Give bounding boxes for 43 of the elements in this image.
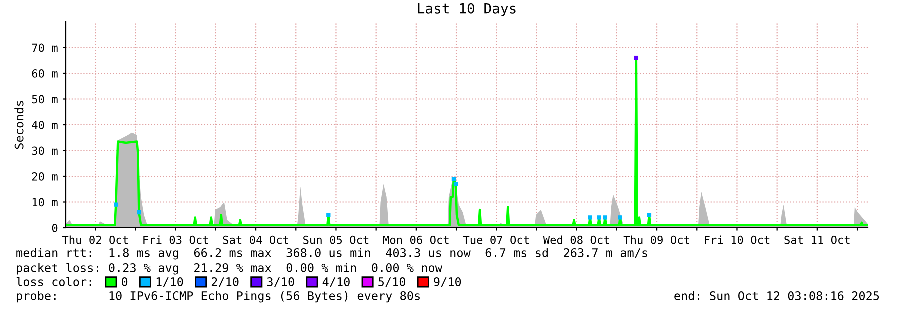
- text: median rtt: 1.8 ms avg 66.2 ms max 368.0 us min 403.3 us now 6.7 ms sd 263.7 m am/s: [16, 248, 648, 260]
- x-tick-label: Fri 03 Oct: [144, 236, 208, 244]
- x-tick-label: Fri 10 Oct: [705, 236, 770, 244]
- text: probe: 10 IPv6-ICMP Echo Pings (56 Bytes) every 80s: [17, 291, 420, 303]
- legend-label: 9/10: [434, 278, 462, 288]
- y-tick-label: 40 m: [32, 121, 58, 130]
- y-tick-label: 20 m: [32, 172, 58, 181]
- y-tick-label: 60 m: [32, 70, 58, 78]
- y-tick-label: 30 m: [32, 146, 58, 156]
- text: packet loss: 0.23 % avg 21.29 % max 0.00 % min 0.00 % now: [17, 263, 442, 275]
- legend-title: loss color:: [16, 277, 92, 286]
- y-tick-label: 0: [52, 224, 58, 232]
- point: [634, 56, 639, 60]
- x-tick-label: Sun 05 Oct: [304, 236, 369, 244]
- legend-label: 1/10: [156, 278, 184, 288]
- point: [114, 202, 118, 207]
- point: [603, 216, 608, 220]
- point: [452, 176, 456, 182]
- x-tick-label: Thu 02 Oct: [62, 236, 128, 244]
- x-tick-label: Tue 07 Oct: [463, 236, 529, 244]
- point: [137, 210, 142, 215]
- x-tick-label: Mon 06 Oct: [383, 236, 449, 244]
- y-tick-label: 10 m: [32, 198, 58, 207]
- legend-label: 3/10: [267, 278, 294, 288]
- point: [326, 213, 331, 218]
- point: [647, 213, 652, 218]
- legend-label: 5/10: [378, 278, 406, 288]
- y-tick-label: 70 m: [32, 44, 58, 52]
- y-axis-title: Seconds: [14, 101, 24, 150]
- legend-label: 2/10: [212, 278, 239, 288]
- legend-label: 4/10: [322, 278, 350, 288]
- legend-label: 0: [122, 278, 128, 286]
- y-tick-label: 50 m: [32, 95, 58, 104]
- x-tick-label: Sat 04 Oct: [223, 236, 288, 244]
- point: [618, 216, 622, 220]
- x-tick-label: Wed 08 Oct: [543, 236, 610, 244]
- point: [454, 182, 458, 186]
- chart-title: Last 10 Days: [418, 3, 516, 17]
- text: end: Sun Oct 12 03:08:16 2025: [674, 291, 880, 300]
- x-tick-label: Thu 09 Oct: [624, 236, 690, 244]
- x-tick-label: Sat 11 Oct: [784, 236, 850, 244]
- point: [588, 216, 592, 220]
- point: [597, 216, 602, 220]
